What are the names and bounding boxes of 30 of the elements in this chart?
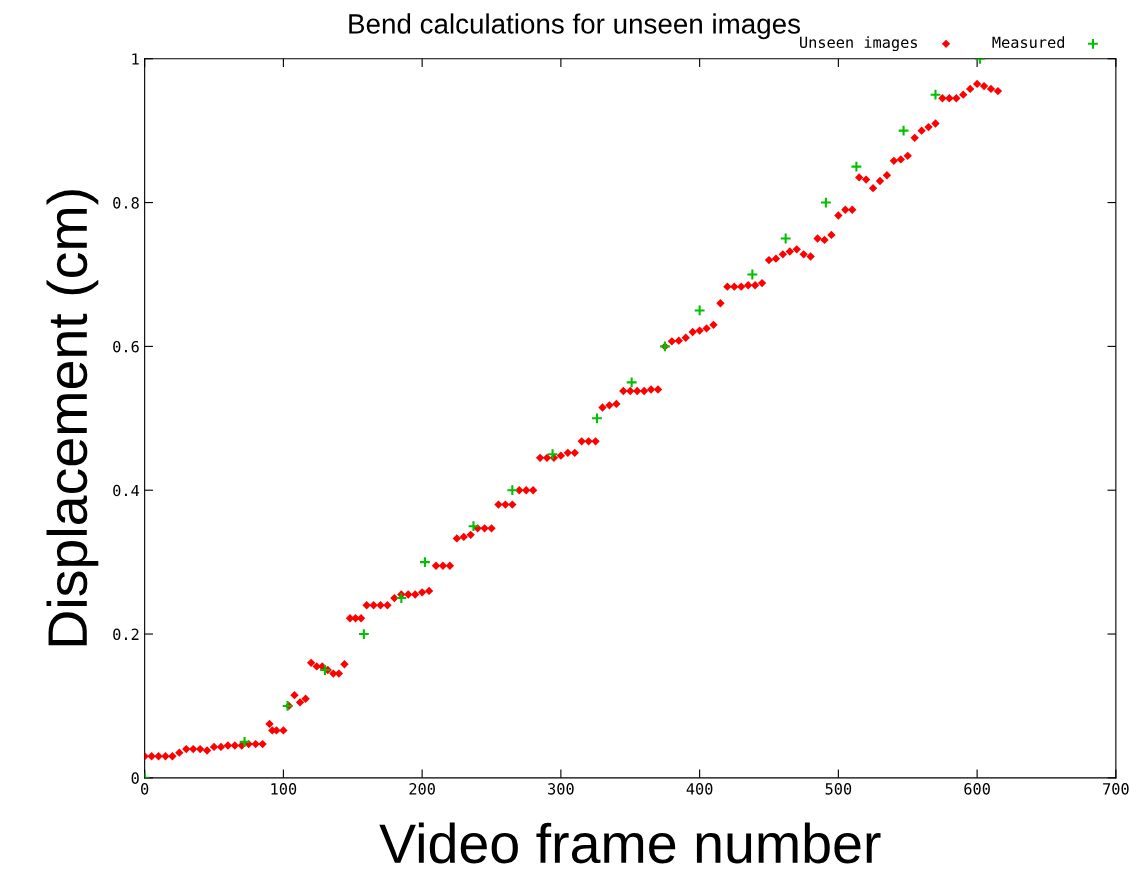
x-tick-label: 300 — [548, 783, 574, 795]
point — [591, 412, 603, 425]
y-tick-label: 1 — [132, 53, 139, 65]
point — [746, 268, 759, 281]
y-axis-title: Displacement (cm) — [46, 190, 99, 646]
x-tick-label: 200 — [409, 783, 435, 795]
x-axis-title: Video frame number — [379, 822, 881, 864]
x-tick-label: 0 — [141, 783, 149, 795]
y-tick-label: 0.8 — [113, 197, 139, 209]
point — [357, 628, 370, 640]
x-tick-label: 700 — [1103, 783, 1129, 795]
point — [850, 160, 863, 173]
point — [546, 448, 559, 461]
point — [929, 88, 942, 101]
x-tick-label: 400 — [686, 783, 713, 795]
y-tick-label: 0.6 — [113, 340, 139, 353]
legend-label: Measured — [992, 36, 1065, 49]
point — [897, 124, 910, 137]
x-tick-label: 600 — [964, 783, 990, 795]
y-tick-label: 0 — [131, 772, 139, 784]
point — [625, 376, 638, 389]
point — [779, 232, 792, 245]
x-tick-label: 100 — [271, 783, 297, 795]
chart-title: Bend calculations for unseen images — [349, 13, 800, 40]
y-tick-label: 0.2 — [113, 628, 139, 641]
point — [693, 304, 706, 317]
point — [319, 664, 331, 676]
x-tick-label: 500 — [825, 783, 852, 795]
y-tick-label: 0.4 — [113, 484, 140, 497]
legend-label: Unseen images — [800, 36, 918, 52]
